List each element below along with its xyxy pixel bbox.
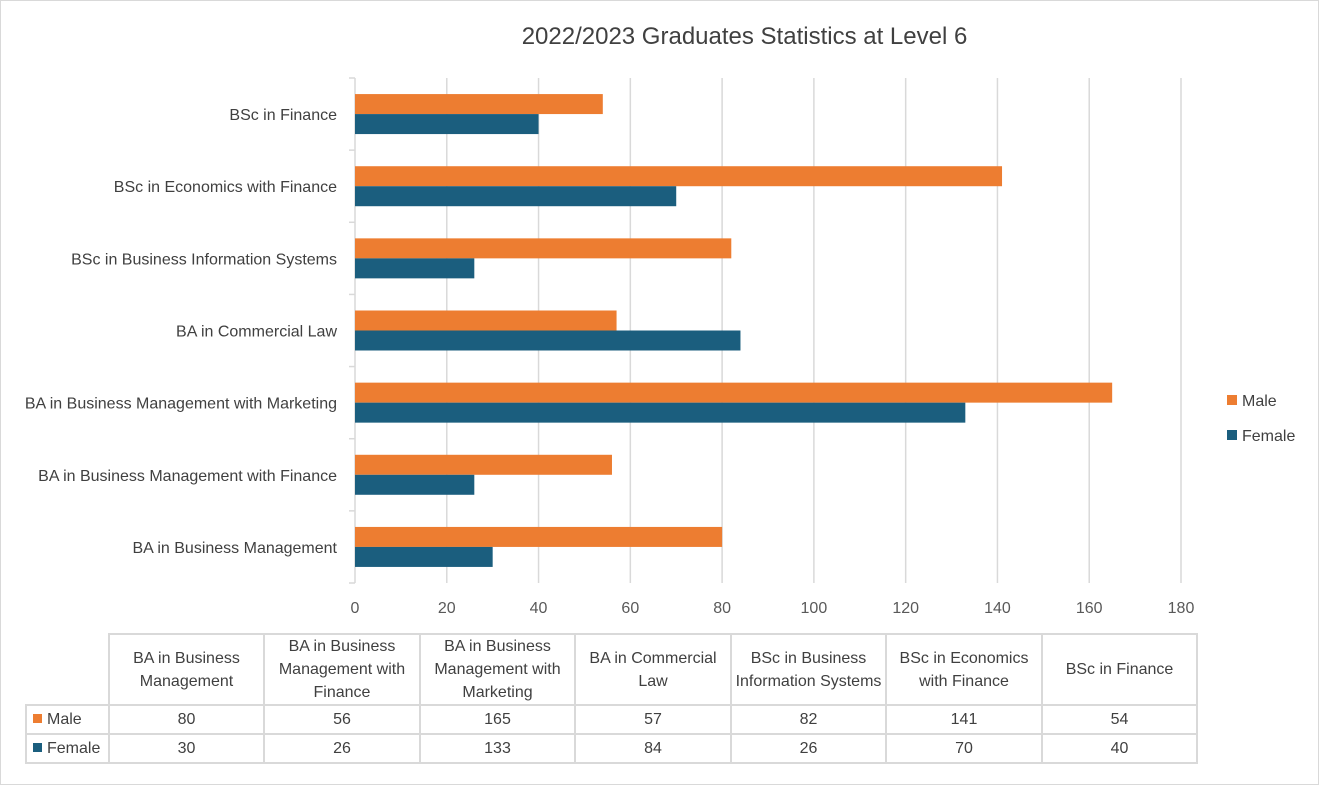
y-category-label: BA in Business Management (132, 540, 337, 557)
y-category-label: BA in Business Management with Marketing (25, 396, 337, 413)
y-category-label: BA in Business Management with Finance (38, 468, 337, 485)
table-cell: 165 (419, 704, 576, 735)
table-header-cell: BSc in Finance (1041, 633, 1198, 706)
table-row-female: Female 30 26 133 84 26 70 40 (25, 733, 1198, 764)
y-category-label: BSc in Finance (229, 107, 337, 124)
bar-female (355, 474, 475, 495)
y-category-label: BSc in Business Information Systems (71, 251, 337, 268)
x-tick-label: 100 (801, 600, 828, 617)
table-cell: 54 (1041, 704, 1198, 735)
bar-female (355, 258, 475, 279)
table-series-name: Female (47, 740, 101, 757)
x-tick-label: 80 (713, 600, 731, 617)
legend-label-male: Male (1242, 393, 1277, 410)
bar-male (355, 382, 1113, 403)
table-header-row: BA in Business Management BA in Business… (26, 633, 1198, 706)
x-tick-label: 180 (1168, 600, 1195, 617)
table-cell: 26 (263, 733, 421, 764)
x-tick-label: 60 (621, 600, 639, 617)
legend-key-female (33, 743, 42, 752)
table-cell: 56 (263, 704, 421, 735)
bar-female (355, 114, 539, 135)
x-tick-label: 140 (984, 600, 1011, 617)
bar-female (355, 330, 741, 351)
bar-female (355, 186, 677, 207)
table-cell: 141 (885, 704, 1043, 735)
legend-swatch-male (1227, 395, 1237, 405)
bar-male (355, 166, 1003, 187)
bar-female (355, 546, 493, 567)
table-series-name: Male (47, 711, 82, 728)
table-header-cell: BA in Commercial Law (574, 633, 732, 706)
table-header-cell: BA in Business Management with Finance (263, 633, 421, 706)
table-cell: 40 (1041, 733, 1198, 764)
table-header-cell: BA in Business Management with Marketing (419, 633, 576, 706)
x-tick-label: 20 (438, 600, 456, 617)
table-cell: 57 (574, 704, 732, 735)
bar-male (355, 310, 617, 331)
bar-male (355, 454, 612, 475)
legend-item-male: Male (1227, 393, 1277, 411)
legend-label-female: Female (1242, 428, 1296, 445)
chart-title: 2022/2023 Graduates Statistics at Level … (521, 23, 968, 50)
legend-swatch-female (1227, 430, 1237, 440)
x-tick-label: 160 (1076, 600, 1103, 617)
bar-male (355, 94, 603, 115)
legend-item-female: Female (1227, 428, 1295, 446)
table-cell: 80 (108, 704, 265, 735)
y-category-label: BA in Commercial Law (176, 324, 337, 341)
table-header-cell: BSc in Economics with Finance (885, 633, 1043, 706)
bar-male (355, 526, 723, 547)
table-cell: 84 (574, 733, 732, 764)
table-row-label-female: Female (25, 733, 110, 764)
x-tick-label: 120 (892, 600, 919, 617)
table-cell: 30 (108, 733, 265, 764)
table-corner-cell (26, 634, 110, 706)
data-table: BA in Business Management BA in Business… (25, 633, 1198, 764)
table-row-male: Male 80 56 165 57 82 141 54 (25, 704, 1198, 735)
table-row-label-male: Male (25, 704, 110, 735)
x-tick-label: 0 (351, 600, 360, 617)
table-header-cell: BSc in Business Information Systems (730, 633, 887, 706)
x-tick-label: 40 (530, 600, 548, 617)
table-header-cell: BA in Business Management (108, 633, 265, 706)
y-category-label: BSc in Economics with Finance (114, 179, 337, 196)
bar-male (355, 238, 732, 259)
table-cell: 26 (730, 733, 887, 764)
table-cell: 133 (419, 733, 576, 764)
bar-female (355, 402, 966, 423)
table-cell: 82 (730, 704, 887, 735)
legend-key-male (33, 714, 42, 723)
table-cell: 70 (885, 733, 1043, 764)
